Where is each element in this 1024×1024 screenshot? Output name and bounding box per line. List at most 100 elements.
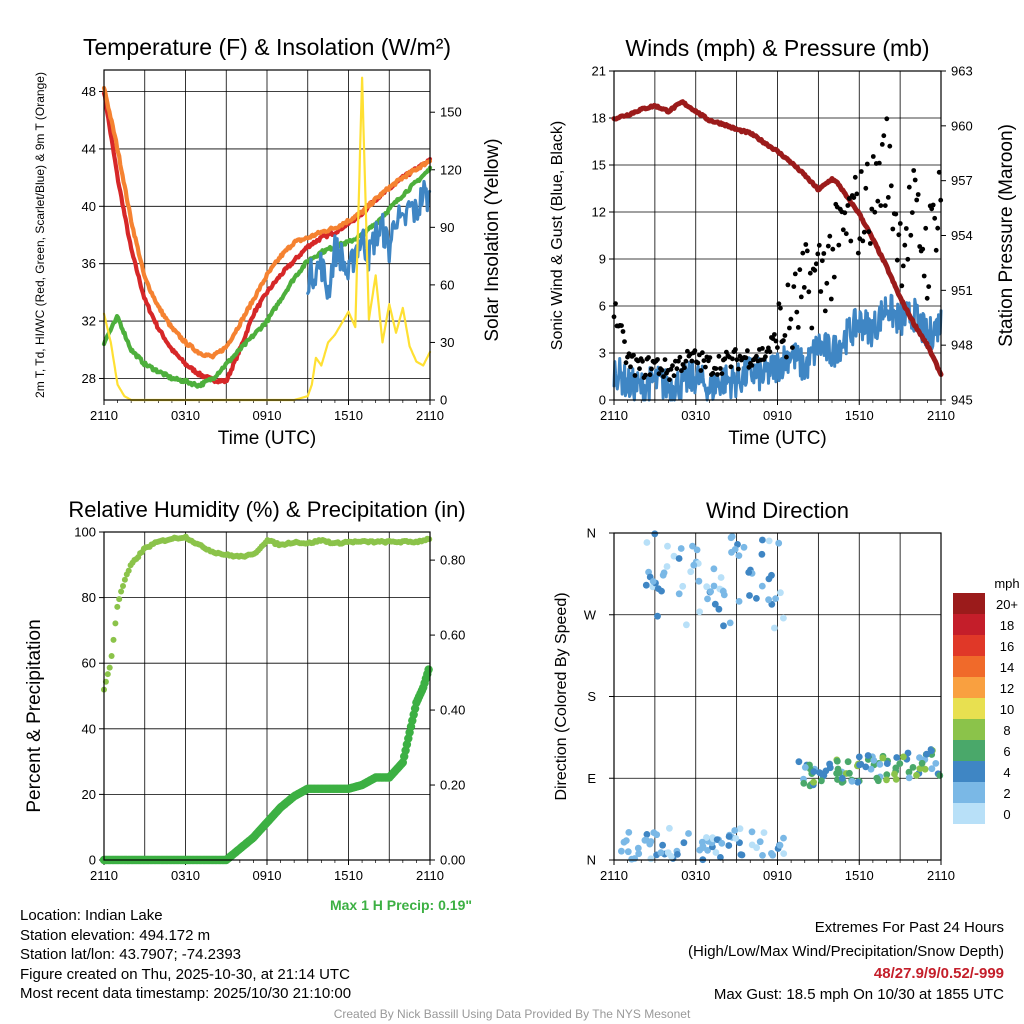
direction-point	[635, 850, 643, 858]
gust-point	[896, 232, 902, 238]
x-tick-label: 2110	[927, 868, 955, 883]
gust-point	[790, 345, 795, 350]
direction-point	[876, 761, 884, 768]
gust-point	[767, 349, 773, 355]
gust-point	[831, 274, 837, 280]
gust-point	[914, 197, 920, 203]
direction-point	[916, 754, 923, 761]
direction-point	[674, 851, 681, 858]
direction-point	[874, 777, 882, 785]
direction-point	[768, 571, 775, 579]
gust-point	[662, 357, 668, 362]
direction-point	[759, 536, 766, 544]
direction-point	[625, 829, 633, 836]
gust-point	[661, 374, 666, 379]
direction-point	[772, 595, 779, 602]
gust-point	[929, 206, 935, 212]
series-hi-wc	[306, 179, 432, 300]
direction-point	[649, 578, 657, 585]
y-right-tick-label: 960	[951, 118, 973, 133]
direction-point	[905, 774, 913, 782]
gust-point	[876, 160, 882, 166]
y-tick-label: 18	[592, 111, 606, 126]
direction-point	[711, 600, 719, 608]
gust-point	[643, 372, 648, 378]
gust-point	[882, 203, 888, 209]
direction-point	[771, 624, 778, 632]
direction-point	[670, 552, 678, 560]
colorbar-label: 2	[1003, 786, 1010, 801]
direction-point	[675, 590, 683, 598]
colorbar-label: 10	[1000, 702, 1014, 717]
rh-point	[108, 653, 115, 659]
gust-point	[852, 174, 858, 180]
direction-point	[896, 760, 904, 767]
direction-point	[904, 749, 912, 757]
gust-point	[864, 161, 870, 167]
x-tick-label: 1510	[845, 408, 874, 423]
gust-point	[656, 371, 662, 377]
gust-point	[804, 248, 810, 254]
direction-point	[717, 574, 725, 581]
gust-point	[812, 267, 818, 273]
direction-point	[905, 768, 913, 776]
x-axis-label: Time (UTC)	[218, 428, 317, 449]
gust-point	[772, 332, 777, 337]
direction-point	[710, 565, 718, 573]
direction-point	[699, 844, 707, 851]
gust-point	[781, 338, 786, 343]
y-right-axis-label: Solar Insolation (Yellow)	[482, 138, 503, 341]
gust-point	[776, 301, 782, 307]
direction-point	[776, 841, 784, 849]
y-tick-label: 28	[82, 371, 96, 386]
direction-point	[728, 533, 736, 540]
gust-point	[816, 242, 822, 248]
direction-point	[647, 838, 655, 845]
gust-point	[778, 305, 783, 311]
direction-point	[862, 763, 870, 771]
direction-point	[683, 621, 690, 629]
gust-point	[718, 366, 723, 371]
gust-point	[722, 356, 728, 362]
direction-point	[891, 770, 898, 778]
gust-point	[800, 250, 806, 256]
direction-point	[654, 585, 662, 592]
rh-point	[125, 567, 132, 574]
gust-point	[818, 289, 824, 294]
y-right-tick-label: 0	[440, 393, 447, 408]
direction-point	[820, 772, 828, 779]
gust-point	[846, 196, 852, 201]
direction-point	[892, 776, 900, 783]
gust-point	[745, 348, 750, 354]
x-tick-label: 0310	[171, 408, 200, 423]
gust-point	[854, 191, 860, 197]
y-axis-label: Sonic Wind & Gust (Blue, Black)	[549, 121, 566, 350]
direction-point	[765, 537, 773, 545]
gust-point	[872, 209, 878, 215]
gust-point	[670, 363, 675, 369]
recent-text: Most recent data timestamp: 2025/10/30 2…	[20, 985, 352, 1002]
colorbar-swatch	[953, 782, 985, 803]
colorbar-swatch	[953, 656, 985, 677]
y-tick-label: 40	[82, 721, 96, 736]
y-tick-label: 0	[599, 393, 606, 408]
gust-point	[915, 192, 921, 197]
gust-point	[787, 325, 792, 331]
colorbar-swatch	[953, 635, 985, 656]
direction-point	[760, 829, 768, 836]
direction-point	[660, 569, 668, 577]
direction-point	[698, 838, 706, 846]
direction-point	[719, 587, 727, 595]
direction-point	[715, 605, 723, 613]
gust-point	[763, 354, 768, 360]
direction-point	[913, 771, 920, 779]
direction-point	[642, 581, 650, 589]
gust-point	[692, 348, 698, 354]
y-tick-label: 0	[89, 853, 96, 868]
direction-point	[758, 550, 766, 558]
gust-point	[701, 358, 707, 363]
y-tick-label: 48	[82, 84, 96, 99]
direction-point	[765, 596, 772, 604]
direction-point	[745, 569, 753, 576]
plot-border	[103, 69, 431, 401]
